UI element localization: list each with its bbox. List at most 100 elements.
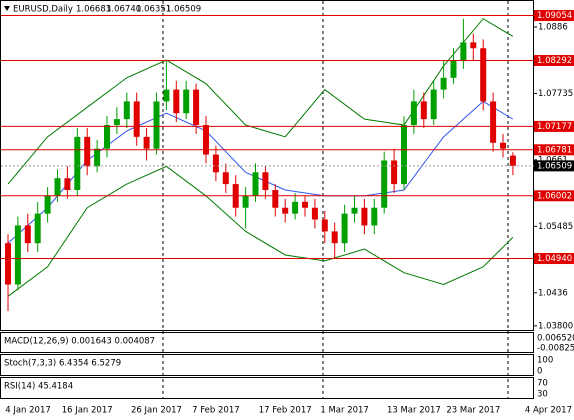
candle-body bbox=[24, 225, 31, 244]
level-tag bbox=[534, 55, 574, 67]
x-tick-label: 17 Feb 2017 bbox=[259, 406, 312, 416]
candle-body bbox=[183, 89, 190, 114]
level-label: 1.04940 bbox=[537, 254, 572, 264]
candle-body bbox=[391, 160, 398, 185]
header-value: 1.06683 bbox=[76, 5, 111, 15]
panel-tick: 100 bbox=[537, 356, 553, 366]
header-value: 1.06740 bbox=[106, 5, 141, 15]
candle-body bbox=[420, 101, 427, 120]
panel-tick: 0 bbox=[537, 367, 542, 377]
candle-body bbox=[440, 77, 447, 90]
candle-body bbox=[361, 207, 368, 226]
candle-body bbox=[163, 89, 170, 102]
candle-body bbox=[242, 195, 249, 208]
candle-body bbox=[74, 136, 81, 191]
stoch-panel bbox=[0, 354, 534, 376]
rsi-panel bbox=[0, 377, 534, 399]
candle-body bbox=[490, 101, 497, 143]
level-tag bbox=[534, 144, 574, 156]
level-tag bbox=[534, 120, 574, 132]
level-tag bbox=[534, 10, 574, 22]
candle-body bbox=[212, 154, 219, 173]
candle-body bbox=[193, 89, 200, 126]
header-value: 1.06351 bbox=[136, 5, 171, 15]
candle-body bbox=[371, 207, 378, 226]
panel-tick: 70 bbox=[537, 379, 548, 389]
panel-tick: -0.00825 bbox=[537, 344, 574, 354]
candle-body bbox=[460, 42, 467, 61]
level-label: 1.09054 bbox=[537, 11, 572, 21]
y-tick-label: 1.0436 bbox=[538, 288, 568, 298]
candle-body bbox=[54, 178, 61, 196]
candle-body bbox=[34, 213, 41, 244]
panel-label: MACD(12,26,9) 0.001643 0.004087 bbox=[4, 337, 155, 347]
candle-body bbox=[44, 195, 51, 214]
header-value: 1.06509 bbox=[166, 5, 201, 15]
menu-arrow bbox=[4, 6, 10, 11]
candle-body bbox=[470, 42, 477, 49]
candle-body bbox=[143, 136, 150, 149]
candle-body bbox=[94, 148, 101, 167]
candle-body bbox=[321, 219, 328, 232]
candle-body bbox=[104, 125, 110, 149]
y-tick-label: 1.03800 bbox=[538, 321, 573, 331]
level-tag bbox=[534, 253, 574, 265]
x-tick-label: 26 Jan 2017 bbox=[131, 406, 182, 416]
macd-panel bbox=[0, 332, 534, 353]
chart-title: EURUSD,Daily bbox=[13, 5, 73, 15]
x-tick-label: 7 Feb 2017 bbox=[192, 406, 240, 416]
x-tick-label: 4 Jan 2017 bbox=[5, 406, 51, 416]
level-label: 1.06002 bbox=[537, 191, 572, 201]
panel-tick: 0.006520 bbox=[537, 334, 574, 344]
candle-body bbox=[5, 243, 11, 285]
candle-body bbox=[282, 207, 289, 214]
candle-body bbox=[509, 155, 516, 166]
candle-body bbox=[113, 119, 120, 126]
candle-body bbox=[331, 231, 338, 244]
y-tick-label: 1.05485 bbox=[538, 222, 573, 232]
candle-body bbox=[311, 207, 318, 220]
candle-body bbox=[292, 201, 299, 214]
panel-tick: 30 bbox=[537, 390, 548, 400]
candle-body bbox=[252, 172, 259, 196]
candle-body bbox=[123, 101, 130, 120]
candle-body bbox=[14, 225, 21, 285]
candle-body bbox=[341, 213, 348, 244]
level-label: 1.06781 bbox=[537, 145, 572, 155]
candle-body bbox=[480, 48, 487, 102]
candle-body bbox=[64, 178, 71, 191]
candle-body bbox=[222, 172, 229, 185]
candle-body bbox=[351, 207, 358, 214]
y-tick-label: 1.07735 bbox=[538, 89, 573, 99]
candle-body bbox=[173, 89, 180, 114]
candle-body bbox=[430, 89, 437, 120]
band-line bbox=[7, 18, 514, 185]
level-label: 1.08292 bbox=[537, 56, 572, 66]
panel-label: RSI(14) 45.4184 bbox=[4, 382, 73, 392]
candle-body bbox=[500, 142, 506, 149]
band-line bbox=[7, 165, 514, 297]
candle-body bbox=[272, 190, 279, 208]
candle-body bbox=[153, 101, 160, 149]
x-tick-label: 16 Jan 2017 bbox=[62, 406, 113, 416]
last-price-tag bbox=[534, 160, 574, 172]
candle-body bbox=[133, 101, 140, 137]
candle-body bbox=[450, 60, 457, 78]
x-tick-label: 23 Mar 2017 bbox=[446, 406, 500, 416]
candle-body bbox=[262, 172, 269, 191]
x-tick-label: 1 Mar 2017 bbox=[320, 406, 368, 416]
x-tick-label: 4 Apr 2017 bbox=[525, 406, 572, 416]
level-tag bbox=[534, 190, 574, 202]
level-label: 1.07177 bbox=[537, 122, 572, 132]
candle-body bbox=[302, 201, 308, 208]
candle-body bbox=[410, 101, 417, 126]
panel-label: Stoch(7,3,3) 6.4354 6.5279 bbox=[4, 359, 121, 369]
candle-body bbox=[84, 136, 91, 167]
candle-body bbox=[381, 160, 388, 208]
candle-body bbox=[203, 125, 209, 155]
candle-body bbox=[401, 125, 407, 185]
y-tick-label: 1.0886 bbox=[538, 22, 568, 32]
x-tick-label: 13 Mar 2017 bbox=[387, 406, 441, 416]
last-price-label: 1.06509 bbox=[537, 161, 572, 171]
